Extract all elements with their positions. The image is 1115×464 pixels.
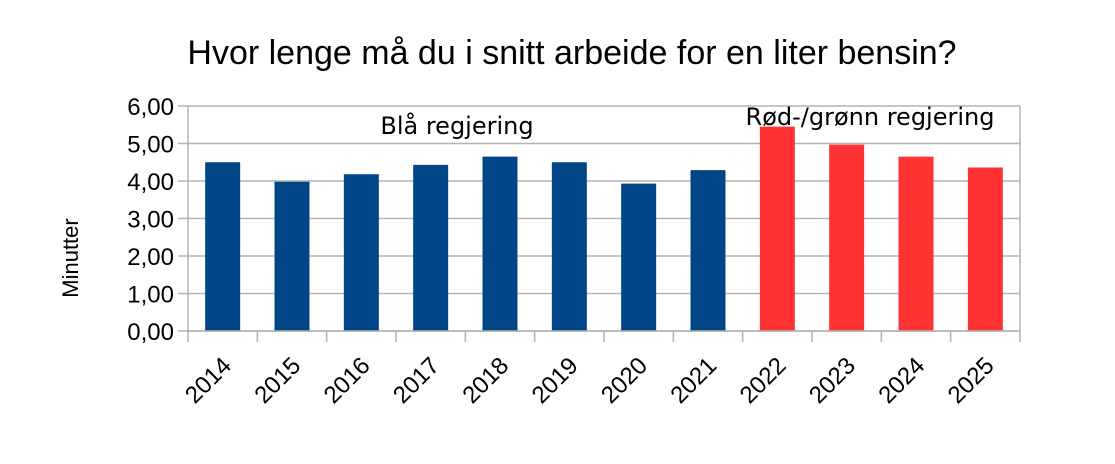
bar-2017 [413,164,449,331]
x-tick-label: 2019 [527,352,584,409]
x-tick-label: 2021 [665,352,722,409]
y-tick-label: 5,00 [127,132,174,159]
annotation-bla-regjering: Blå regjering [380,111,533,140]
bar-2014 [205,162,241,331]
bar-2021 [690,170,726,331]
bar-2022 [759,126,795,331]
bar-2025 [967,167,1003,331]
annotation-rod-gronn-regjering: Rød-/grønn regjering [746,103,995,131]
bar-2015 [274,181,310,331]
bar-2016 [343,174,379,331]
chart-title: Hvor lenge må du i snitt arbeide for en … [187,34,956,72]
x-tick-label: 2024 [873,352,930,409]
x-tick-label: 2018 [457,352,514,409]
x-tick-label: 2025 [943,352,1000,409]
bar-2020 [621,183,657,331]
x-tick-label: 2017 [388,352,445,409]
y-tick-label: 6,00 [127,94,174,121]
x-tick-label: 2015 [249,352,306,409]
x-tick-label: 2016 [319,352,376,409]
bar-2023 [829,144,865,331]
bar-2019 [551,162,587,331]
y-tick-label: 0,00 [127,319,174,346]
bar-2018 [482,156,518,331]
x-tick-label: 2022 [735,352,792,409]
x-tick-label: 2023 [804,352,861,409]
x-tick-label: 2020 [596,352,653,409]
y-tick-label: 1,00 [127,282,174,309]
y-tick-label: 2,00 [127,244,174,271]
y-tick-label: 3,00 [127,207,174,234]
y-axis-label: Minutter [58,218,83,297]
bar-2024 [898,156,934,331]
y-tick-label: 4,00 [127,169,174,196]
x-tick-label: 2014 [180,352,237,409]
